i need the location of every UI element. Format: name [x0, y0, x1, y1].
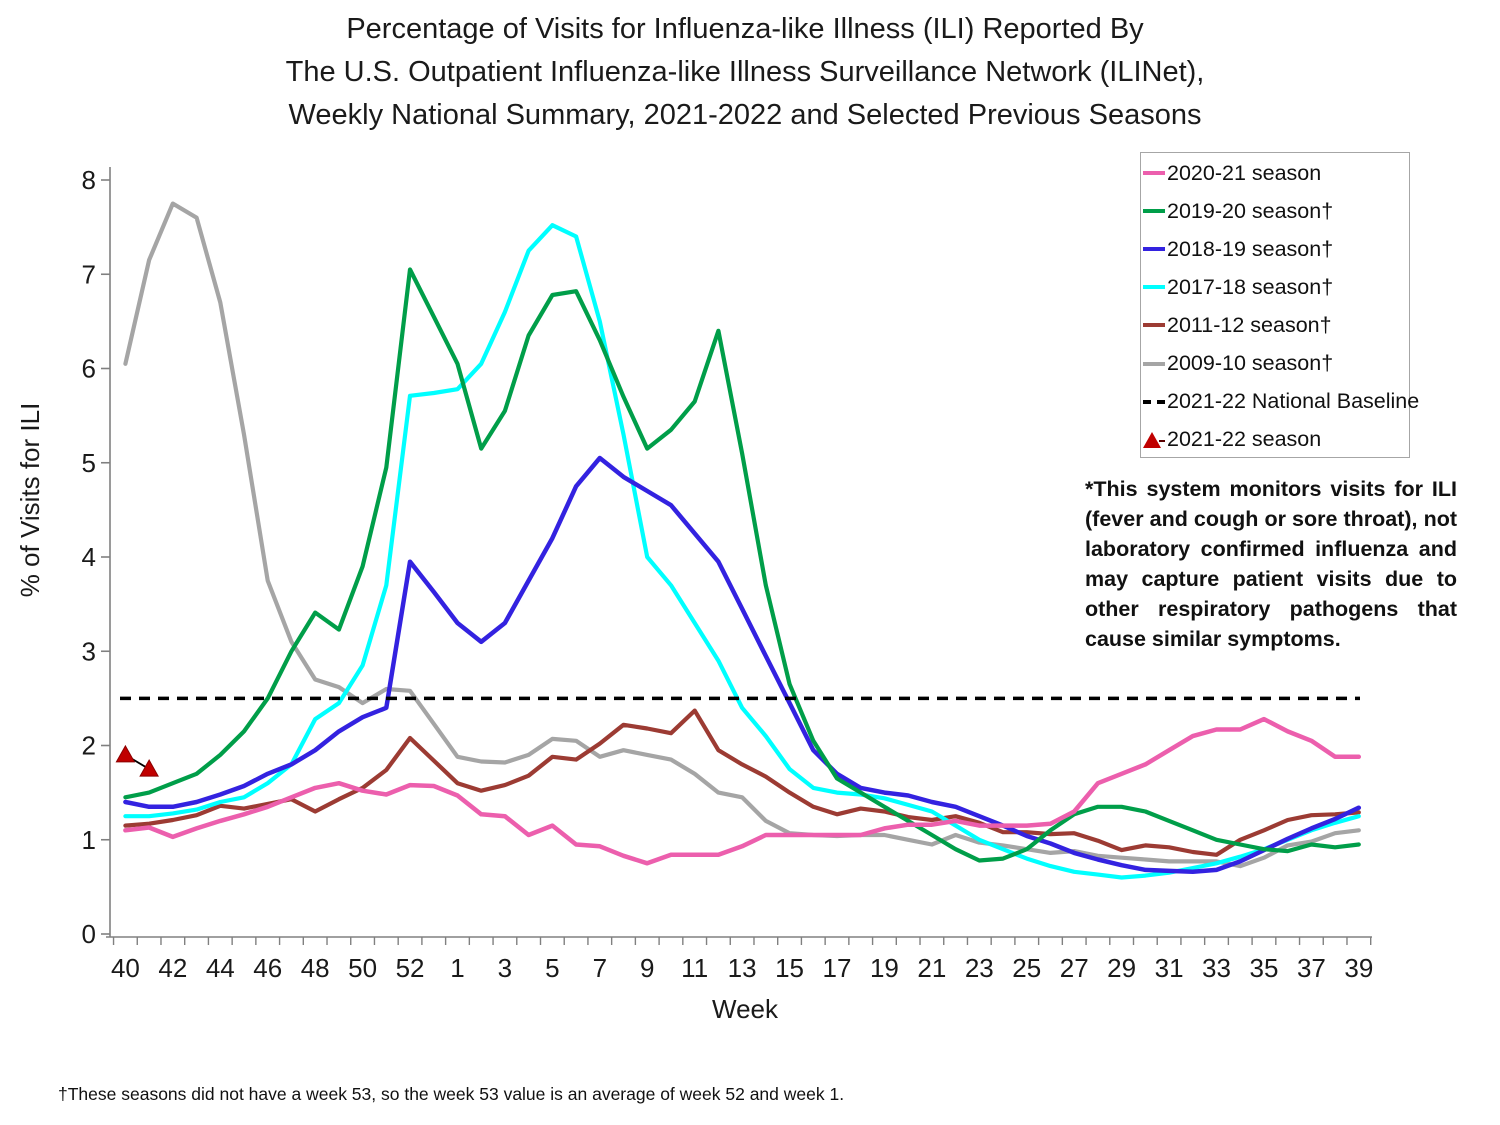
triangle-marker-week-40 [115, 744, 136, 763]
y-tick-label: 0 [82, 919, 96, 949]
x-tick-label: 44 [206, 953, 235, 983]
x-tick-label: 13 [728, 953, 757, 983]
y-tick-label: 2 [82, 731, 96, 761]
x-tick-label: 25 [1012, 953, 1041, 983]
x-tick-label: 50 [348, 953, 377, 983]
legend-label: 2019-20 season† [1167, 198, 1334, 223]
legend-label: 2009-10 season† [1167, 351, 1334, 375]
legend-label: 2011-12 season† [1167, 312, 1332, 337]
legend-label: 2021-22 season [1167, 427, 1322, 452]
x-tick-label: 15 [775, 953, 804, 983]
x-tick-label: 29 [1107, 953, 1136, 983]
x-tick-label: 40 [111, 953, 140, 983]
y-tick-label: 6 [82, 354, 96, 384]
x-tick-label: 1 [450, 953, 464, 983]
legend-label: 2017-18 season† [1167, 274, 1334, 299]
legend-swatch-icon [1143, 361, 1165, 366]
chart-title-line1: Percentage of Visits for Influenza-like … [346, 13, 1144, 45]
x-tick-label: 42 [158, 953, 187, 983]
legend-item-2017-18season: 2017-18 season† [1143, 268, 1333, 306]
legend-label: 2021-22 National Baseline [1167, 389, 1420, 414]
legend-swatch-icon [1143, 171, 1165, 175]
x-tick-label: 35 [1249, 953, 1278, 983]
legend-label: 2018-19 season† [1167, 236, 1334, 261]
legend-item-2009-10season: 2009-10 season† [1143, 345, 1333, 383]
x-tick-label: 3 [498, 953, 512, 983]
legend-item-2019-20season: 2019-20 season† [1143, 192, 1333, 230]
legend-swatch-icon [1143, 209, 1165, 214]
x-tick-label: 39 [1344, 953, 1373, 983]
x-tick-label: 37 [1297, 953, 1326, 983]
chart-legend: 2020-21 season 2019-20 season† 2018-19 sea… [1140, 152, 1419, 459]
legend-item-2020-21season: 2020-21 season [1143, 154, 1321, 192]
x-tick-label: 19 [870, 953, 899, 983]
x-tick-label: 27 [1060, 953, 1089, 983]
line-season-2009-10 [123, 201, 1361, 869]
legend-swatch-icon [1143, 323, 1165, 328]
x-axis-title: Week [712, 994, 779, 1024]
monitoring-note: *This system monitors visits for ILI (fe… [1085, 477, 1457, 651]
y-tick-label: 5 [82, 448, 96, 478]
chart-title-line3: Weekly National Summary, 2021-2022 and S… [288, 99, 1202, 131]
y-tick-label: 3 [82, 636, 96, 666]
x-tick-label: 48 [301, 953, 330, 983]
legend-swatch-icon [1143, 399, 1165, 404]
x-tick-label: 23 [965, 953, 994, 983]
x-tick-label: 21 [917, 953, 946, 983]
x-tick-label: 9 [640, 953, 654, 983]
line-season-2011-12 [123, 708, 1361, 857]
x-tick-label: 17 [823, 953, 852, 983]
x-tick-label: 33 [1202, 953, 1231, 983]
line-season-2018-19 [123, 455, 1362, 875]
x-tick-label: 52 [396, 953, 425, 983]
legend-triangle-icon [1143, 431, 1161, 448]
legend-item-2018-19season: 2018-19 season† [1143, 230, 1333, 268]
y-tick-label: 8 [82, 165, 96, 195]
triangle-marker-week-41 [139, 759, 159, 777]
legend-label: 2020-21 season [1167, 160, 1322, 185]
x-tick-label: 31 [1155, 953, 1184, 983]
legend-item-2021-22season: 2021-22 season [1143, 421, 1321, 459]
legend-swatch-icon [1143, 431, 1165, 448]
week53-footnote: †These seasons did not have a week 53, s… [58, 1084, 845, 1104]
y-tick-label: 4 [82, 542, 96, 572]
legend-swatch-icon [1143, 285, 1165, 290]
y-axis-title: % of Visits for ILI [15, 403, 45, 598]
chart-title: Percentage of Visits for Influenza-like … [0, 8, 1490, 137]
x-tick-label: 11 [681, 953, 708, 983]
line-season-2019-20 [123, 267, 1361, 863]
line-season-2017-18 [123, 223, 1361, 880]
y-tick-label: 1 [82, 825, 96, 855]
y-tick-label: 7 [82, 259, 96, 289]
x-tick-label: 7 [593, 953, 607, 983]
legend-item-2011-12season: 2011-12 season† [1143, 306, 1332, 344]
line-season-2020-21 [123, 716, 1362, 866]
x-tick-label: 46 [253, 953, 282, 983]
legend-swatch-icon [1143, 247, 1165, 252]
chart-title-line2: The U.S. Outpatient Influenza-like Illne… [285, 56, 1205, 88]
legend-item-2021-22NationalBaseline: 2021-22 National Baseline [1143, 383, 1419, 421]
x-tick-label: 5 [545, 953, 559, 983]
